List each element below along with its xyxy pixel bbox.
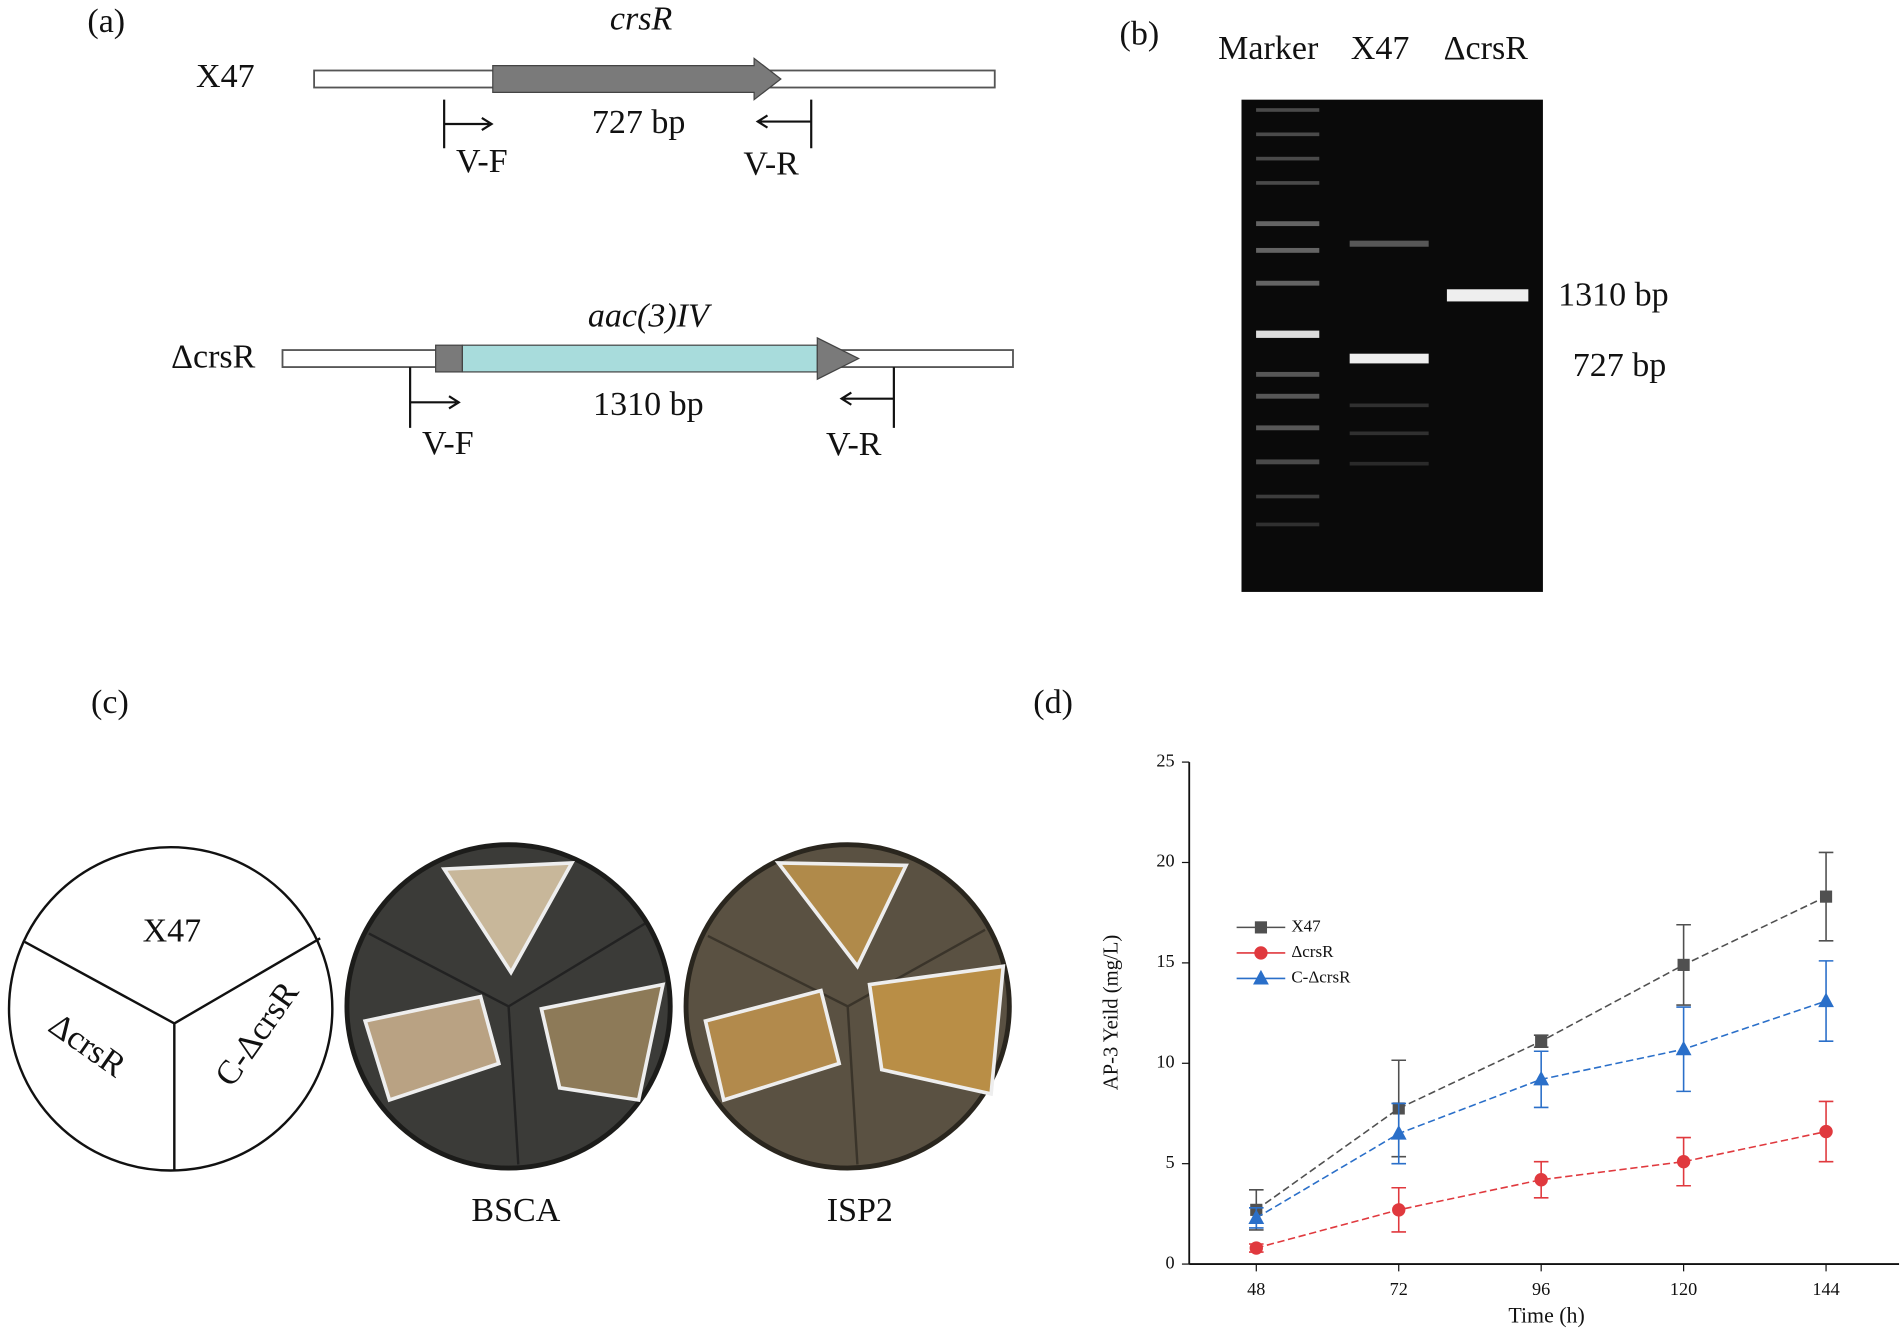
sector-lines [24,937,321,1171]
panel-b: (b) Marker X47 ΔcrsR 1310 bp 727 bp [1120,15,1669,592]
lane-label: Marker [1218,30,1319,67]
marker [1535,1035,1548,1048]
panel-label: (b) [1120,15,1160,52]
gene-arrow [816,336,860,381]
gene-name: crsR [610,1,673,38]
panel-label: (d) [1033,684,1073,721]
sector-label: X47 [143,912,202,949]
band-label: 1310 bp [1558,277,1669,314]
amplicon-size: 727 bp [592,104,686,141]
series-line [1256,1130,1827,1249]
lane-label: ΔcrsR [1444,30,1529,67]
marker [1248,1209,1265,1224]
colony-streak [362,994,502,1103]
medium-label: ISP2 [827,1192,893,1229]
y-tick-label: 20 [1156,851,1174,871]
legend-label: ΔcrsR [1291,942,1334,961]
legend-label: X47 [1291,916,1321,935]
marker [1819,1124,1833,1139]
x-tick-label: 72 [1390,1279,1408,1299]
x-axis-label: Time (h) [1508,1304,1584,1328]
y-tick-label: 0 [1166,1252,1175,1272]
legend-marker [1253,969,1269,985]
x-tick-label: 48 [1247,1279,1265,1299]
plate-scheme [7,845,334,1172]
panel-a: (a) X47 crsR 727 bp V-F V-R ΔcrsR aac(3)… [87,1,1014,463]
primer [755,99,813,149]
cassette [461,344,818,373]
panel-label: (a) [87,3,125,40]
colony-streak [867,964,1006,1097]
y-tick-label: 15 [1156,951,1174,971]
primer-label: V-F [456,143,508,180]
primer [409,367,461,428]
colony-streak [539,982,666,1103]
y-tick-label: 5 [1166,1152,1175,1172]
legend-marker [1254,946,1268,960]
marker-bands [1256,108,1320,527]
primer-label: V-R [743,145,799,182]
medium-label: BSCA [471,1192,560,1229]
panel-d: (d) AP-3 Yeild (mg/L) Time (h) 0 5 10 15 20 2… [1033,684,1900,1328]
marker [1249,1241,1263,1255]
legend-label: C-ΔcrsR [1291,967,1351,986]
marker [1390,1125,1407,1140]
x-tick-label: 96 [1532,1279,1550,1299]
strain-name: ΔcrsR [171,339,256,376]
marker [1675,1040,1692,1056]
colony-streak [774,861,909,970]
y-tick-label: 10 [1156,1051,1174,1071]
gene-arrow [492,57,782,101]
primer-label: V-F [422,425,474,462]
panel-c: (c) X47 ΔcrsR C-ΔcrsR BSCA ISP2 [7,684,1012,1229]
primer-label: V-R [826,426,882,463]
x-tick-label: 144 [1812,1279,1839,1299]
primer [839,367,895,428]
y-axis-label: AP-3 Yeild (mg/L) [1100,935,1122,1091]
x-tick-label: 120 [1670,1279,1697,1299]
gene-name: aac(3)IV [588,297,713,334]
marker [1534,1173,1548,1187]
gel [1241,99,1543,592]
panel-label: (c) [91,684,129,721]
marker [1677,958,1690,971]
band-label: 727 bp [1573,347,1667,384]
gene-remnant [435,344,463,373]
marker [1676,1154,1691,1169]
marker [1533,1070,1550,1086]
colony-streak [440,860,575,976]
strain-name: X47 [196,58,255,95]
colony-streak [703,988,842,1103]
marker [1819,890,1833,903]
y-tick-label: 25 [1156,750,1174,770]
amplicon-size: 1310 bp [593,386,704,423]
marker [1392,1203,1406,1217]
lane-label: X47 [1351,30,1410,67]
legend-marker [1254,921,1268,934]
plate-divider [368,922,646,1165]
primer [443,99,494,149]
marker [1818,992,1834,1008]
sample-bands [1349,240,1529,466]
